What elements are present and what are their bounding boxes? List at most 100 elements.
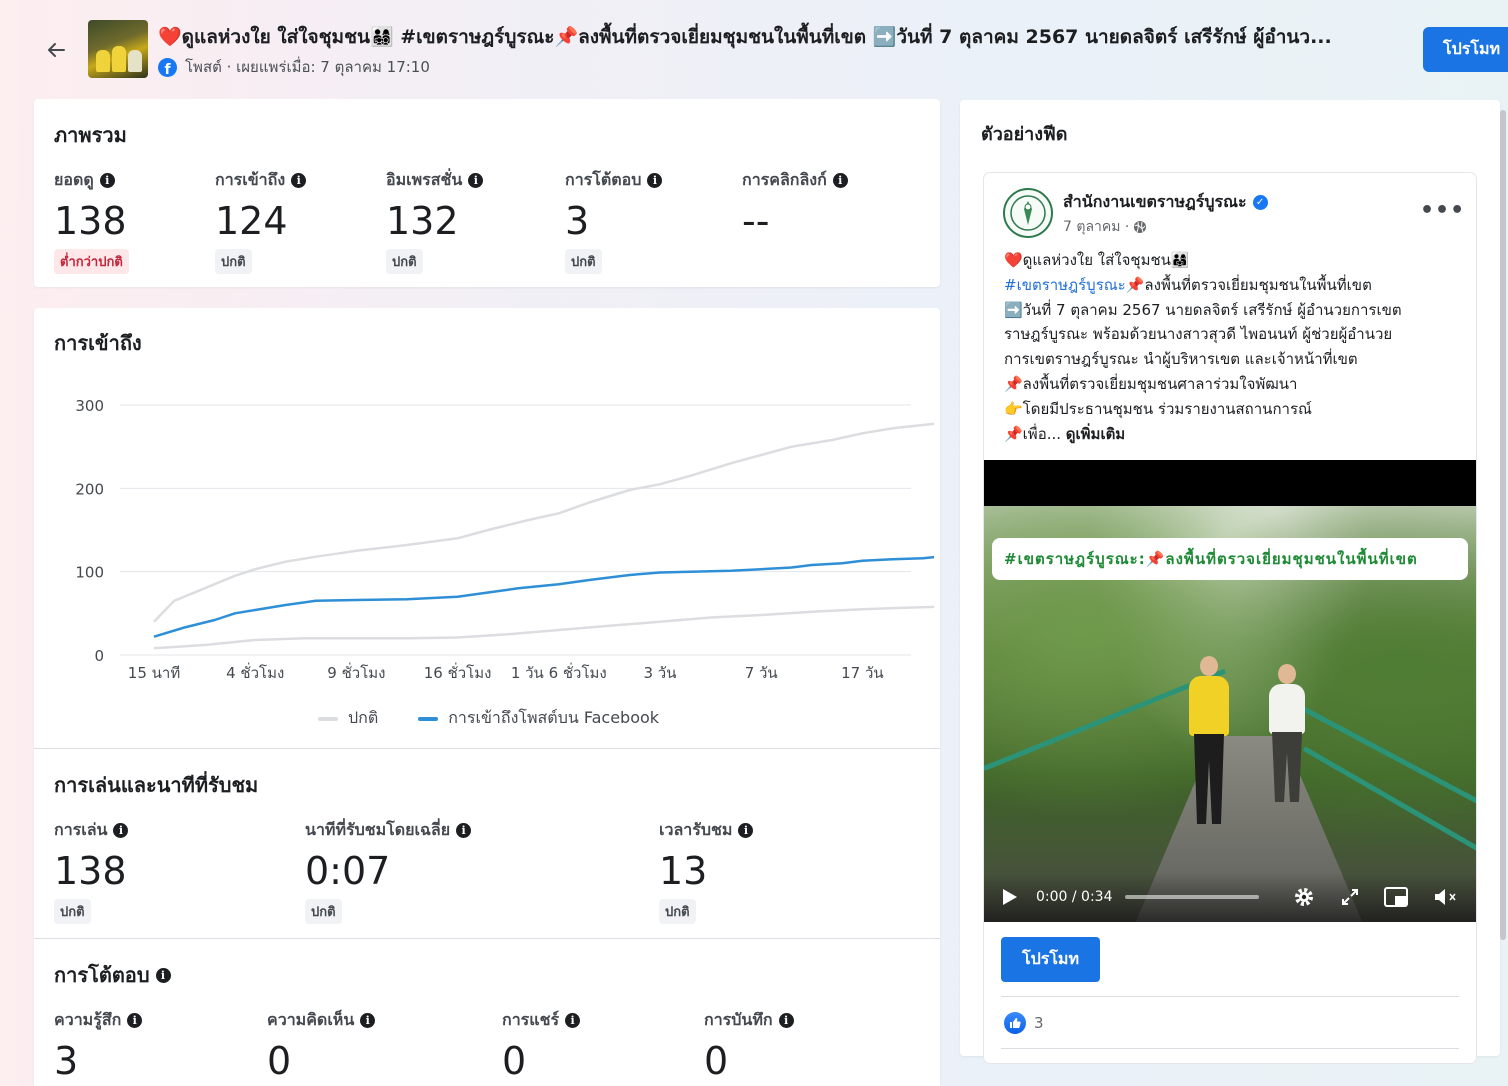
metric-label: การเล่น [54, 820, 108, 839]
info-icon[interactable]: i [155, 967, 171, 983]
metric-value: 0:07 [305, 849, 391, 893]
info-icon[interactable]: i [291, 173, 307, 188]
back-arrow-icon[interactable] [40, 34, 72, 66]
video-time: 0:00 / 0:34 [1036, 889, 1113, 905]
x-tick-label: 9 ชั่วโมง [327, 662, 385, 682]
metric-plays: การเล่น i 138 ปกติ [54, 818, 129, 924]
divider [34, 748, 940, 749]
y-tick-label: 0 [94, 647, 104, 665]
x-tick-label: 3 วัน [644, 664, 677, 682]
info-icon[interactable]: i [647, 173, 663, 188]
settings-gear-icon[interactable] [1289, 886, 1319, 908]
play-icon[interactable] [984, 888, 1036, 906]
post-line: ➡️วันที่ 7 ตุลาคม 2567 นายดลจิตร์ เสรีรั… [1004, 300, 1402, 319]
metric-value: 0 [267, 1039, 292, 1083]
overview-card [34, 99, 940, 287]
overview-title: ภาพรวม [54, 123, 127, 147]
scrollbar[interactable] [1500, 110, 1506, 940]
info-icon[interactable]: i [113, 823, 129, 838]
see-more-link[interactable]: ดูเพิ่มเติม [1065, 424, 1126, 443]
info-icon[interactable]: i [127, 1013, 143, 1028]
x-tick-label: 15 นาที [128, 664, 180, 682]
reach-title: การเข้าถึง [54, 331, 142, 355]
info-icon[interactable]: i [360, 1013, 376, 1028]
promote-button-top[interactable]: โปรโมท [1423, 27, 1508, 72]
picture-in-picture-icon[interactable] [1381, 887, 1411, 907]
mute-icon[interactable] [1431, 887, 1461, 907]
post-date: 7 ตุลาคม · [1063, 216, 1147, 238]
more-options-icon[interactable]: ••• [1420, 198, 1466, 223]
like-icon [1004, 1012, 1026, 1034]
info-icon[interactable]: i [565, 1013, 581, 1028]
legend-swatch [418, 716, 439, 721]
status-badge: ปกติ [565, 249, 602, 274]
globe-icon [1134, 221, 1147, 233]
info-icon[interactable]: i [738, 823, 754, 838]
metric-value: 124 [215, 199, 288, 243]
video-controls: 0:00 / 0:34 [984, 872, 1476, 922]
post-meta: f โพสต์ · เผยแพร่เมื่อ: 7 ตุลาคม 17:10 [158, 55, 430, 79]
post-line: 👉โดยมีประธานชุมชน ร่วมรายงานสถานการณ์ [1004, 399, 1312, 418]
video-player[interactable]: #เขตราษฎร์บูรณะ:📌ลงพื้นที่ตรวจเยี่ยมชุมช… [984, 460, 1476, 922]
info-icon[interactable]: i [456, 823, 472, 838]
metric-value: 138 [54, 849, 127, 893]
metric-value: 0 [704, 1039, 729, 1083]
chart-legend: ปกติ การเข้าถึงโพสต์บน Facebook [318, 706, 659, 731]
metric-label: เวลารับชม [659, 820, 733, 839]
reactions-summary[interactable]: 3 [1004, 1012, 1044, 1034]
y-tick-label: 300 [75, 397, 104, 415]
y-tick-label: 200 [75, 480, 104, 498]
divider [1001, 1048, 1459, 1049]
page-name-text[interactable]: สำนักงานเขตราษฎร์บูรณะ [1063, 192, 1247, 211]
like-count: 3 [1034, 1014, 1044, 1032]
series-line-post-reach[interactable] [153, 553, 934, 638]
series-line-normal[interactable] [153, 605, 934, 650]
info-icon[interactable]: i [99, 173, 115, 188]
post-date-text[interactable]: 7 ตุลาคม · [1063, 219, 1130, 235]
metric-label: การโต้ตอบ [565, 170, 642, 189]
info-icon[interactable]: i [832, 173, 848, 188]
post-text: ❤️ดูแลห่วงใย ใส่ใจชุมชน👨‍👩‍👧 #เขตราษฎร์บ… [1004, 248, 1462, 446]
x-tick-label: 17 วัน [841, 664, 884, 682]
divider [1001, 996, 1459, 997]
reach-chart: 0 100 200 300 15 นาที 4 ชั่วโมง 9 ชั่วโมง 16 ช… [75, 397, 934, 682]
hashtag-link[interactable]: #เขตราษฎร์บูรณะ [1004, 275, 1126, 294]
info-icon[interactable]: i [468, 173, 484, 188]
promote-button[interactable]: โปรโมท [1001, 937, 1100, 982]
insights-card [34, 308, 940, 1086]
metric-label: ความคิดเห็น [267, 1010, 355, 1029]
post-thumbnail [88, 20, 148, 78]
status-badge: ปกติ [386, 249, 423, 274]
video-progress-bar[interactable] [1124, 895, 1259, 899]
post-line: #เขตราษฎร์บูรณะ📌ลงพื้นที่ตรวจเยี่ยมชุมชน… [1004, 273, 1462, 298]
page-avatar[interactable] [1003, 188, 1053, 238]
legend-item-normal[interactable]: ปกติ [318, 706, 378, 731]
metric-value: 13 [659, 849, 708, 893]
metric-value: 3 [565, 199, 590, 243]
verified-badge-icon: ✓ [1252, 195, 1268, 210]
fullscreen-icon[interactable] [1335, 888, 1365, 906]
status-badge: ต่ำกว่าปกติ [54, 249, 129, 274]
metric-value: 138 [54, 199, 127, 243]
metric-value: 132 [386, 199, 459, 243]
status-badge: ปกติ [54, 899, 91, 924]
post-header: ❤️ดูแลห่วงใย ใส่ใจชุมชน👨‍👩‍👧‍👦 #เขตราษฎร… [0, 0, 1508, 96]
metric-views: ยอดดู i 138 ต่ำกว่าปกติ [54, 168, 129, 274]
metric-label: การแชร์ [502, 1010, 560, 1029]
video-banner: #เขตราษฎร์บูรณะ:📌ลงพื้นที่ตรวจเยี่ยมชุมช… [992, 538, 1468, 580]
metric-engagement: การโต้ตอบ i 3 ปกติ [565, 168, 663, 274]
post-line: ❤️ดูแลห่วงใย ใส่ใจชุมชน👨‍👩‍👧 [1004, 251, 1190, 269]
metric-comments: ความคิดเห็น i 0 [267, 1008, 376, 1085]
page-name[interactable]: สำนักงานเขตราษฎร์บูรณะ ✓ [1063, 190, 1268, 215]
info-icon[interactable]: i [778, 1013, 794, 1028]
metric-link-clicks: การคลิกลิงก์ i -- [742, 168, 848, 245]
metric-label: การบันทึก [704, 1010, 773, 1029]
metric-shares: การแชร์ i 0 [502, 1008, 581, 1085]
metric-label: การคลิกลิงก์ [742, 170, 827, 189]
x-tick-label: 1 วัน 6 ชั่วโมง [511, 662, 607, 682]
legend-item-post-reach[interactable]: การเข้าถึงโพสต์บน Facebook [418, 706, 659, 731]
series-line-normal[interactable] [153, 422, 934, 623]
post-line-part: 📌เพื่อ... [1004, 424, 1062, 443]
metric-saves: การบันทึก i 0 [704, 1008, 794, 1085]
legend-swatch [318, 716, 338, 721]
